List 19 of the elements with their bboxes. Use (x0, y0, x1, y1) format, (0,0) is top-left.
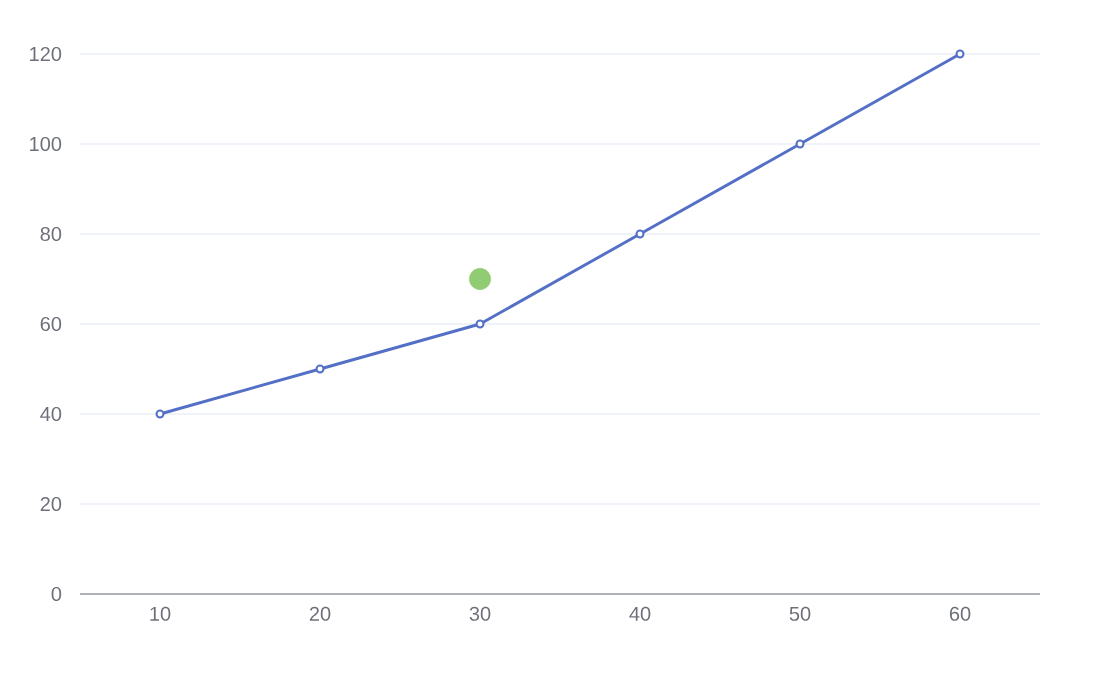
y-tick-label: 40 (40, 406, 62, 422)
x-tick-label: 50 (789, 606, 811, 621)
x-tick-label: 30 (469, 606, 491, 621)
point (795, 139, 805, 149)
y-tick-label: 100 (30, 136, 62, 152)
x-tick-label: 40 (629, 606, 651, 621)
x-tick-label: 60 (949, 606, 971, 621)
y-tick-label: 80 (40, 226, 62, 242)
point (155, 409, 165, 419)
y-tick-label: 20 (40, 496, 62, 512)
point (955, 49, 965, 59)
y-tick-label: 120 (30, 46, 62, 62)
x-tick-label: 20 (309, 606, 331, 621)
x-tick-label: 10 (150, 606, 171, 621)
y-tick-label: 60 (40, 316, 62, 332)
point (635, 229, 645, 239)
point (315, 364, 325, 374)
point (475, 319, 485, 329)
y-tick-label: 0 (51, 586, 62, 602)
